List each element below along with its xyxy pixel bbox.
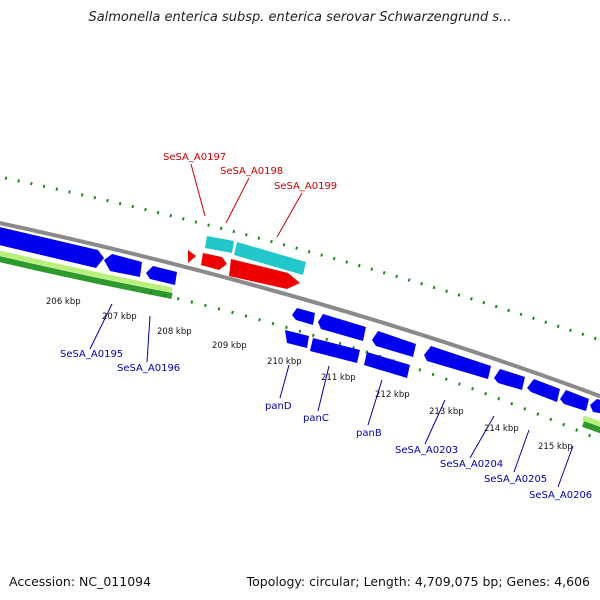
cds-arrow	[146, 266, 177, 285]
map-title: Salmonella enterica subsp. enterica sero…	[88, 10, 512, 25]
genome-summary: Topology: circular; Length: 4,709,075 bp…	[246, 574, 590, 589]
cds-arrow	[364, 352, 410, 378]
cds-arrow	[560, 390, 589, 411]
cds-arrow	[292, 308, 315, 325]
gene-label: SeSA_A0204	[440, 459, 503, 470]
reverse-cds-track	[0, 227, 600, 414]
gene-label: panB	[356, 428, 382, 439]
cds-arrow	[310, 338, 360, 363]
gene-label: SeSA_A0199	[274, 181, 337, 192]
tick-label: 207 kbp	[102, 312, 137, 322]
tick-label: 209 kbp	[212, 341, 247, 351]
cds-arrow	[188, 250, 196, 263]
accession-label: Accession: NC_011094	[9, 574, 152, 589]
tick-label: 212 kbp	[375, 390, 410, 400]
cds-arrow	[0, 227, 104, 268]
gene-label: panD	[265, 401, 292, 412]
cds-arrow	[104, 254, 142, 277]
cds-arrow	[372, 331, 416, 357]
forward-cds-track	[188, 250, 300, 289]
tick-label: 206 kbp	[46, 297, 81, 307]
tick-label: 214 kbp	[484, 424, 519, 434]
feature-block	[205, 236, 234, 253]
tick-label: 215 kbp	[538, 442, 573, 452]
cds-arrow	[527, 379, 560, 402]
cds-arrow	[318, 314, 366, 341]
gene-label: SeSA_A0205	[484, 474, 547, 485]
gene-label: panC	[303, 413, 329, 424]
gene-label: SeSA_A0196	[117, 363, 180, 374]
cds-arrow	[494, 369, 525, 390]
reverse-gene-labels: SeSA_A0195 SeSA_A0196 panD panC panB SeS…	[60, 349, 592, 501]
reverse-callouts	[89, 303, 574, 488]
ruler-tick-labels: 206 kbp 207 kbp 208 kbp 209 kbp 210 kbp …	[46, 297, 573, 452]
gene-label: SeSA_A0195	[60, 349, 123, 360]
tick-label: 213 kbp	[429, 407, 464, 417]
genome-backbone	[0, 221, 600, 399]
feature-block	[234, 242, 306, 275]
forward-gene-labels: SeSA_A0197 SeSA_A0198 SeSA_A0199	[163, 152, 337, 192]
cds-arrow	[424, 346, 491, 379]
forward-feature-track	[205, 236, 306, 275]
gene-label: SeSA_A0198	[220, 166, 283, 177]
tick-label: 211 kbp	[321, 373, 356, 383]
gene-label: SeSA_A0203	[395, 445, 458, 456]
forward-callouts	[190, 163, 303, 238]
cds-arrow	[285, 330, 309, 348]
tick-label: 208 kbp	[157, 327, 192, 337]
cds-arrow	[590, 399, 600, 414]
gene-label: SeSA_A0197	[163, 152, 226, 163]
cds-arrow	[229, 259, 300, 289]
cds-arrow	[201, 253, 227, 270]
gene-label: SeSA_A0206	[529, 490, 592, 501]
tick-label: 210 kbp	[267, 357, 302, 367]
